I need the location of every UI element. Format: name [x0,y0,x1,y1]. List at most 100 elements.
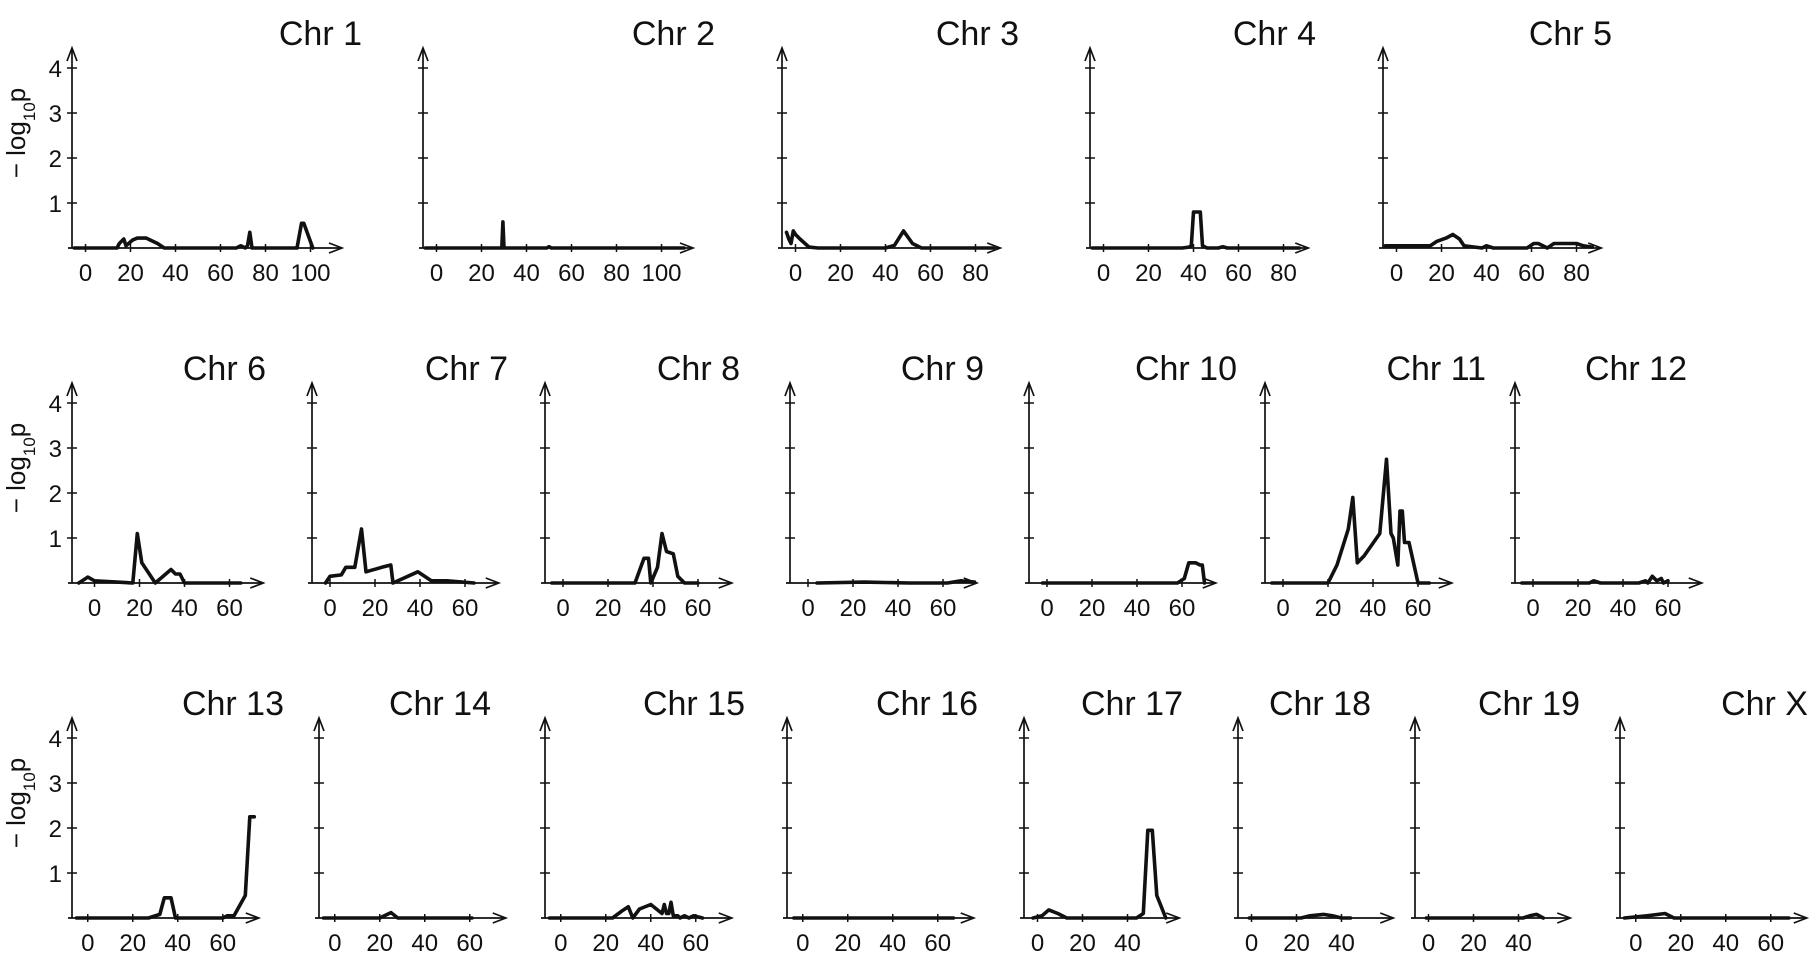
panel-title: Chr 1 [279,15,362,53]
panel-title: Chr 13 [182,685,284,723]
x-tick-label: 40 [1180,260,1207,287]
panel-title: Chr 12 [1585,350,1687,388]
x-tick-label: 40 [1610,595,1637,622]
chart-panel-chr-5: 0 20 40 60 80 Chr 5 [1377,15,1612,287]
x-tick-label: 0 [1629,930,1642,957]
panel-title: Chr X [1721,685,1808,723]
chart-panel-chr-10: 0 20 40 60 Chr 10 [1023,350,1237,622]
y-tick-label: 3 [49,101,62,128]
x-tick-label: 80 [1270,260,1297,287]
x-tick-label: 60 [1757,930,1784,957]
x-axis-arrow [963,577,980,589]
x-tick-label: 0 [1097,260,1110,287]
x-tick-label: 0 [88,595,101,622]
x-tick-label: 0 [1422,930,1435,957]
y-tick-label: 1 [49,526,62,553]
x-tick-label: 60 [207,260,234,287]
chart-panel-chr-7: 0 20 40 60 Chr 7 [306,350,508,622]
x-tick-label: 20 [1428,260,1455,287]
x-tick-label: 0 [1040,595,1053,622]
x-axis-arrow [1556,912,1573,924]
panel-title: Chr 16 [876,685,978,723]
x-tick-label: 40 [885,595,912,622]
y-tick-label: 4 [49,56,62,83]
x-axis-arrow [492,912,509,924]
x-tick-label: 20 [119,930,146,957]
lod-series-line [547,900,705,920]
panel-title: Chr 2 [632,15,715,53]
x-axis-arrow [245,912,262,924]
x-axis-arrow [1294,242,1311,254]
x-axis-arrow [718,577,735,589]
x-tick-label: 20 [468,260,495,287]
y-tick-label: 4 [49,726,62,753]
x-tick-label: 0 [1276,595,1289,622]
x-tick-label: 40 [513,260,540,287]
chart-panel-chr-9: 0 20 40 60 Chr 9 [784,350,984,622]
chart-panel-chr-15: 0 20 40 60 Chr 15 [539,685,745,957]
y-axis-arrow [539,715,551,732]
x-tick-label: 60 [558,260,585,287]
y-axis-arrow [66,45,78,62]
lod-series-line [321,910,474,920]
panel-title: Chr 19 [1478,685,1580,723]
lod-series-line [1040,560,1207,585]
x-tick-label: 40 [1360,595,1387,622]
x-tick-label: 80 [962,260,989,287]
y-axis-arrow [1023,380,1035,397]
chart-panel-chr-16: 0 20 40 60 Chr 16 [781,685,978,957]
x-axis-arrow [249,577,266,589]
x-axis-arrow [718,912,735,924]
x-tick-label: 20 [834,930,861,957]
y-axis-label: − log10p [1,88,39,179]
y-tick-label: 3 [49,771,62,798]
x-axis-arrow [328,242,345,254]
panel-title: Chr 10 [1135,350,1237,388]
x-tick-label: 40 [171,595,198,622]
panel-title: Chr 17 [1081,685,1183,723]
x-tick-label: 60 [1518,260,1545,287]
x-axis-arrow [485,577,502,589]
x-axis-arrow [1379,912,1396,924]
x-tick-label: 40 [1505,930,1532,957]
panel-title: Chr 14 [389,685,491,723]
x-tick-label: 40 [1114,930,1141,957]
x-tick-label: 60 [685,595,712,622]
lod-series-line [323,527,476,585]
x-tick-label: 40 [164,930,191,957]
x-tick-label: 60 [1655,595,1682,622]
lod-series-line [72,221,315,250]
x-tick-label: 0 [323,595,336,622]
lod-series-line [1031,828,1168,920]
x-tick-label: 0 [801,595,814,622]
x-tick-label: 0 [79,260,92,287]
x-tick-label: 0 [556,595,569,622]
x-tick-label: 80 [1563,260,1590,287]
x-tick-label: 20 [840,595,867,622]
x-tick-label: 60 [452,595,479,622]
lod-series-line [815,578,977,585]
y-axis-arrow [1509,380,1521,397]
y-axis-arrow [306,380,318,397]
y-tick-label: 2 [49,481,62,508]
x-axis-arrow [1793,912,1810,924]
x-tick-label: 20 [117,260,144,287]
chart-panel-chr-2: 0 20 40 60 80 100 Chr 2 [417,15,715,287]
y-axis-arrow [1232,715,1244,732]
x-tick-label: 20 [1069,930,1096,957]
x-axis-arrow [1688,577,1705,589]
chart-panel-chr-12: 0 20 40 60 Chr 12 [1509,350,1705,622]
lod-series-line [784,229,996,250]
chart-panel-chr-x: 0 20 40 60 Chr X [1614,685,1810,957]
y-tick-label: 4 [49,391,62,418]
x-tick-label: 40 [1124,595,1151,622]
x-tick-label: 100 [641,260,681,287]
panel-title: Chr 9 [901,350,984,388]
chart-panel-chr-11: 0 20 40 60 Chr 11 [1259,350,1486,622]
y-axis-arrow [539,380,551,397]
lod-series-line [1424,912,1546,920]
x-tick-label: 0 [1526,595,1539,622]
